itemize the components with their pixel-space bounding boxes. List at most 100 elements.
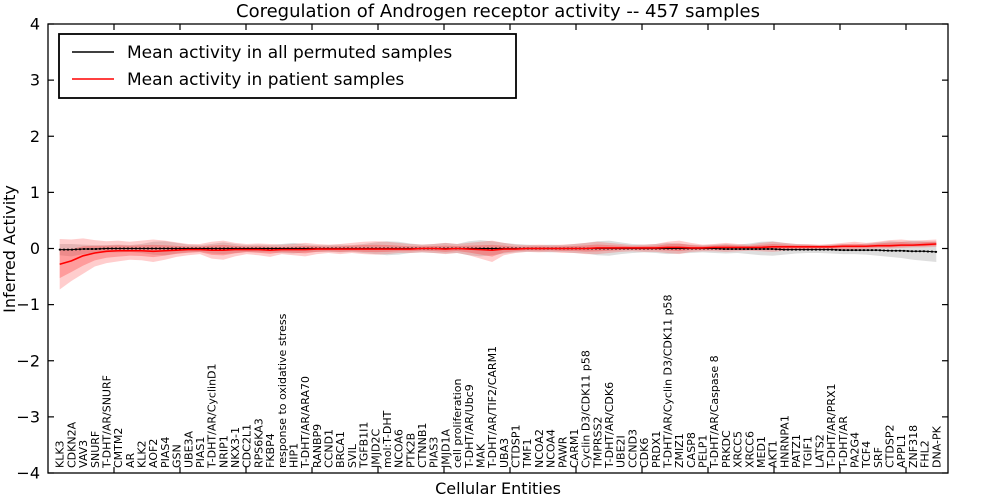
x-tick-label: TGIF1 xyxy=(802,436,815,469)
x-tick-label: CDC2L1 xyxy=(241,424,254,468)
x-tick-label: TGFB1I1 xyxy=(358,422,371,469)
x-tick-label: ZNF318 xyxy=(907,425,920,468)
x-tick-label: PAWR xyxy=(556,436,569,468)
x-tick-label: PRKDC xyxy=(720,430,733,468)
y-tick-labels: −4 −3 −2 −1 0 1 2 3 4 xyxy=(16,15,40,483)
x-tick-label: SRF xyxy=(872,447,885,468)
y-axis-label: Inferred Activity xyxy=(0,185,19,313)
x-tick-label: PATZ1 xyxy=(790,434,803,468)
x-tick-label: T-DHT/AR/TIF2/CARM1 xyxy=(486,346,499,469)
x-tick-label: UBA3 xyxy=(498,438,511,468)
x-tick-label: NKX3-1 xyxy=(229,427,242,468)
axes-frame xyxy=(47,23,949,474)
x-tick-label: T-DHT/AR/PRX1 xyxy=(825,383,838,469)
x-tick-label: T-DHT/AR/Ubc9 xyxy=(463,384,476,469)
x-tick-label: TMF1 xyxy=(521,438,534,469)
x-tick-labels: KLK3CDKN2AVAV3SNURFT-DHT/AR/SNURFCMTM2AR… xyxy=(54,294,944,469)
x-tick-label: TCF4 xyxy=(860,441,873,469)
x-tick-label: KLK3 xyxy=(54,440,67,468)
x-tick-label: AKT1 xyxy=(767,440,780,468)
x-tick-label: MED1 xyxy=(755,436,768,468)
x-tick-label: APPL1 xyxy=(895,434,908,468)
chart-title: Coregulation of Androgen receptor activi… xyxy=(236,1,760,22)
x-tick-label: ZMIZ1 xyxy=(673,433,686,468)
x-tick-label: SNURF xyxy=(89,431,102,468)
x-tick-label: PIAS1 xyxy=(194,437,207,468)
legend-label-permuted: Mean activity in all permuted samples xyxy=(127,43,452,63)
legend: Mean activity in all permuted samples Me… xyxy=(58,33,517,99)
line-permuted xyxy=(59,248,937,253)
x-tick-label: NCOA2 xyxy=(533,429,546,468)
y-tick-label: 4 xyxy=(30,15,40,34)
y-tick-label: −3 xyxy=(16,407,40,426)
x-tick-label: NCOA6 xyxy=(393,429,406,468)
x-tick-label: KLK2 xyxy=(136,440,149,468)
x-tick-label: HIP1 xyxy=(287,443,300,468)
x-tick-label: NRIP1 xyxy=(217,435,230,468)
x-tick-label: AOF2 xyxy=(147,439,160,468)
y-tick-label: 1 xyxy=(30,183,40,202)
x-tick-label: PELP1 xyxy=(697,435,710,468)
x-axis-label: Cellular Entities xyxy=(435,479,561,498)
x-tick-label: LATS2 xyxy=(813,434,826,468)
x-tick-label: CCND3 xyxy=(626,429,639,468)
x-tick-label: PA2G4 xyxy=(848,432,861,468)
x-tick-label: XRCC5 xyxy=(732,431,745,468)
x-tick-label: T-DHT/AR/Cyclin D3/CDK11 p58 xyxy=(661,294,674,469)
y-tick-label: 2 xyxy=(30,127,40,146)
band-patient xyxy=(59,238,937,290)
x-tick-label: Cyclin D3/CDK11 p58 xyxy=(580,350,593,468)
x-tick-label: response to oxidative stress xyxy=(276,313,289,468)
y-tick-label: 3 xyxy=(30,71,40,90)
x-tick-label: T-DHT/AR/CDK6 xyxy=(603,382,616,469)
y-tick-label: −4 xyxy=(16,464,40,483)
x-tick-label: BRCA1 xyxy=(334,431,347,468)
x-tick-label: FHL2 xyxy=(919,440,932,468)
x-tick-label: TMPRSS2 xyxy=(591,417,604,469)
x-tick-label: PTK2B xyxy=(404,433,417,468)
x-tick-label: SVIL xyxy=(346,443,359,468)
x-tick-label: T-DHT/AR/SNURF xyxy=(100,375,113,469)
x-tick-label: DNA-PK xyxy=(930,425,943,468)
x-tick-label: CDKN2A xyxy=(65,421,78,468)
x-tick-label: CCND1 xyxy=(323,429,336,468)
x-tick-label: GSN xyxy=(171,444,184,468)
x-tick-label: mol:T-DHT xyxy=(381,410,394,468)
x-tick-label: RPS6KA3 xyxy=(252,418,265,468)
y-tick-label: 0 xyxy=(30,239,40,258)
x-tick-label: XRCC6 xyxy=(743,431,756,468)
x-tick-label: PRDX1 xyxy=(650,431,663,468)
x-tick-label: RANBP9 xyxy=(311,424,324,468)
x-tick-label: T-DHT/AR/CyclinD1 xyxy=(206,363,219,469)
x-tick-label: AR xyxy=(124,452,137,468)
x-tick-label: CDK6 xyxy=(638,438,651,468)
x-tick-label: T-DHT/AR xyxy=(837,416,850,469)
x-tick-label: CASP8 xyxy=(685,432,698,468)
x-tick-label: JMJD1A xyxy=(439,429,452,469)
x-tick-label: T-DHT/AR/ARA70 xyxy=(299,376,312,469)
legend-label-patient: Mean activity in patient samples xyxy=(127,70,404,90)
x-tick-label: NCOA4 xyxy=(545,429,558,468)
x-tick-label: VAV3 xyxy=(77,440,90,468)
x-tick-label: HNRNPA1 xyxy=(778,415,791,468)
x-tick-label: PIAS4 xyxy=(159,437,172,468)
x-tick-label: CARM1 xyxy=(568,429,581,468)
x-tick-label: JMJD2C xyxy=(369,429,382,469)
legend-box xyxy=(58,33,517,99)
x-tick-label: cell proliferation xyxy=(451,378,464,468)
x-tick-label: UBE3A xyxy=(182,430,195,468)
x-tick-label: T-DHT/AR/Caspase 8 xyxy=(708,355,721,469)
band-permuted xyxy=(59,240,937,262)
plot-area xyxy=(58,238,938,290)
x-tick-label: FKBP4 xyxy=(264,433,277,468)
x-tick-label: MAK xyxy=(474,443,487,468)
x-tick-label: UBE2I xyxy=(615,435,628,468)
line-patient xyxy=(59,243,937,265)
y-tick-label: −1 xyxy=(16,295,40,314)
x-tick-label: CTNNB1 xyxy=(416,423,429,468)
x-tick-label: CMTM2 xyxy=(112,428,125,468)
x-tick-label: CTDSP1 xyxy=(510,425,523,468)
x-tick-label: PIAS3 xyxy=(428,437,441,468)
